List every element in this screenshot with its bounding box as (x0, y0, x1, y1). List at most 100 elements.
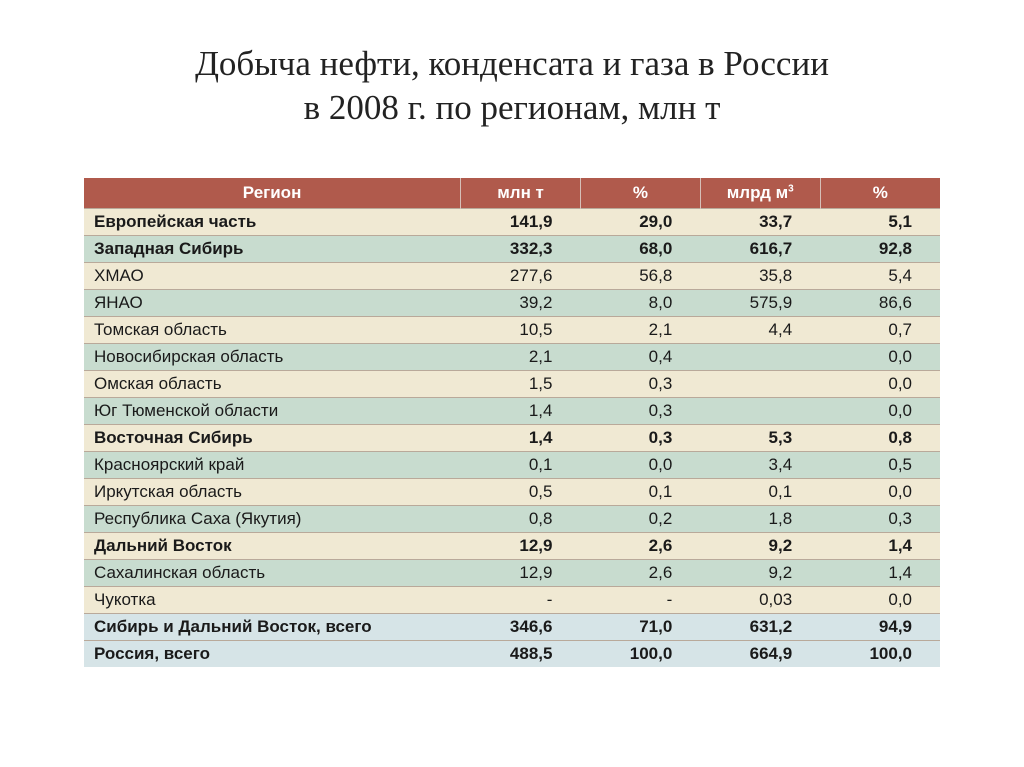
cell-mlrd: 33,7 (700, 208, 820, 235)
cell-mln_t: 141,9 (461, 208, 581, 235)
cell-mln_t: 0,5 (461, 478, 581, 505)
cell-pct2: 0,3 (820, 505, 940, 532)
cell-pct1: 0,4 (580, 343, 700, 370)
cell-pct1: 100,0 (580, 640, 700, 667)
cell-pct2: 0,0 (820, 370, 940, 397)
cell-mlrd: 616,7 (700, 235, 820, 262)
table-row: ЯНАО39,28,0575,986,6 (84, 289, 940, 316)
col-mlrd-prefix: млрд м (727, 183, 788, 202)
cell-pct2: 0,7 (820, 316, 940, 343)
cell-pct2: 94,9 (820, 613, 940, 640)
cell-pct1: 29,0 (580, 208, 700, 235)
cell-mln_t: 0,1 (461, 451, 581, 478)
cell-pct1: 56,8 (580, 262, 700, 289)
table-body: Европейская часть141,929,033,75,1Западна… (84, 208, 940, 667)
cell-pct2: 5,1 (820, 208, 940, 235)
cell-region: Дальний Восток (84, 532, 461, 559)
slide-title: Добыча нефти, конденсата и газа в России… (0, 0, 1024, 130)
cell-mlrd: 575,9 (700, 289, 820, 316)
cell-mln_t: 2,1 (461, 343, 581, 370)
cell-region: Республика Саха (Якутия) (84, 505, 461, 532)
col-pct-1: % (580, 178, 700, 209)
production-table: Регион млн т % млрд м3 % Европейская час… (84, 178, 940, 667)
cell-region: Юг Тюменской области (84, 397, 461, 424)
cell-mlrd: 664,9 (700, 640, 820, 667)
col-region: Регион (84, 178, 461, 209)
table-row: Иркутская область0,50,10,10,0 (84, 478, 940, 505)
cell-mlrd: 5,3 (700, 424, 820, 451)
cell-pct2: 0,8 (820, 424, 940, 451)
cell-pct1: - (580, 586, 700, 613)
cell-region: Чукотка (84, 586, 461, 613)
table-row: Европейская часть141,929,033,75,1 (84, 208, 940, 235)
table-row: Восточная Сибирь1,40,35,30,8 (84, 424, 940, 451)
col-pct-2: % (820, 178, 940, 209)
table-row: Сибирь и Дальний Восток, всего346,671,06… (84, 613, 940, 640)
cell-pct1: 0,1 (580, 478, 700, 505)
cell-pct2: 1,4 (820, 559, 940, 586)
cell-pct1: 0,2 (580, 505, 700, 532)
cell-mlrd: 1,8 (700, 505, 820, 532)
cell-mlrd: 9,2 (700, 532, 820, 559)
cell-mln_t: 0,8 (461, 505, 581, 532)
cell-mln_t: 277,6 (461, 262, 581, 289)
cell-mlrd: 9,2 (700, 559, 820, 586)
cell-mln_t: 488,5 (461, 640, 581, 667)
cell-region: Европейская часть (84, 208, 461, 235)
cell-mln_t: 1,4 (461, 424, 581, 451)
title-line-2: в 2008 г. по регионам, млн т (304, 88, 721, 127)
cell-pct2: 86,6 (820, 289, 940, 316)
cell-mlrd: 0,1 (700, 478, 820, 505)
table-row: Юг Тюменской области1,40,30,0 (84, 397, 940, 424)
col-mlrd-m3: млрд м3 (700, 178, 820, 209)
cell-mln_t: 346,6 (461, 613, 581, 640)
cell-pct1: 2,6 (580, 559, 700, 586)
cell-region: Восточная Сибирь (84, 424, 461, 451)
cell-mln_t: - (461, 586, 581, 613)
cell-mln_t: 39,2 (461, 289, 581, 316)
cell-pct1: 0,3 (580, 370, 700, 397)
table-row: Дальний Восток12,92,69,21,4 (84, 532, 940, 559)
cell-pct1: 71,0 (580, 613, 700, 640)
cell-region: Сахалинская область (84, 559, 461, 586)
cell-pct2: 92,8 (820, 235, 940, 262)
table-row: Новосибирская область2,10,4 0,0 (84, 343, 940, 370)
cell-region: Красноярский край (84, 451, 461, 478)
col-mln-t: млн т (461, 178, 581, 209)
cell-pct1: 2,6 (580, 532, 700, 559)
table-row: Россия, всего488,5100,0664,9100,0 (84, 640, 940, 667)
cell-region: Омская область (84, 370, 461, 397)
cell-pct2: 0,0 (820, 397, 940, 424)
cell-pct1: 0,3 (580, 424, 700, 451)
cell-pct2: 5,4 (820, 262, 940, 289)
cell-mln_t: 10,5 (461, 316, 581, 343)
table-row: Томская область10,52,14,40,7 (84, 316, 940, 343)
cell-pct1: 68,0 (580, 235, 700, 262)
table-row: Сахалинская область12,92,69,21,4 (84, 559, 940, 586)
cell-mln_t: 12,9 (461, 559, 581, 586)
cell-region: Россия, всего (84, 640, 461, 667)
cell-pct1: 0,0 (580, 451, 700, 478)
cell-pct1: 2,1 (580, 316, 700, 343)
slide: Добыча нефти, конденсата и газа в России… (0, 0, 1024, 767)
cell-mln_t: 12,9 (461, 532, 581, 559)
cell-region: ХМАО (84, 262, 461, 289)
cell-mlrd (700, 397, 820, 424)
cell-mlrd: 0,03 (700, 586, 820, 613)
cell-region: Новосибирская область (84, 343, 461, 370)
cell-pct1: 8,0 (580, 289, 700, 316)
col-mlrd-sup: 3 (788, 183, 794, 194)
cell-pct2: 0,0 (820, 343, 940, 370)
table-row: Чукотка--0,030,0 (84, 586, 940, 613)
cell-region: Западная Сибирь (84, 235, 461, 262)
cell-pct2: 0,5 (820, 451, 940, 478)
cell-pct2: 100,0 (820, 640, 940, 667)
table-row: ХМАО277,656,835,85,4 (84, 262, 940, 289)
table-row: Красноярский край0,10,03,40,5 (84, 451, 940, 478)
table-row: Омская область1,50,30,0 (84, 370, 940, 397)
cell-region: Сибирь и Дальний Восток, всего (84, 613, 461, 640)
table-container: Регион млн т % млрд м3 % Европейская час… (84, 178, 940, 667)
cell-mlrd (700, 343, 820, 370)
cell-region: ЯНАО (84, 289, 461, 316)
table-header-row: Регион млн т % млрд м3 % (84, 178, 940, 209)
